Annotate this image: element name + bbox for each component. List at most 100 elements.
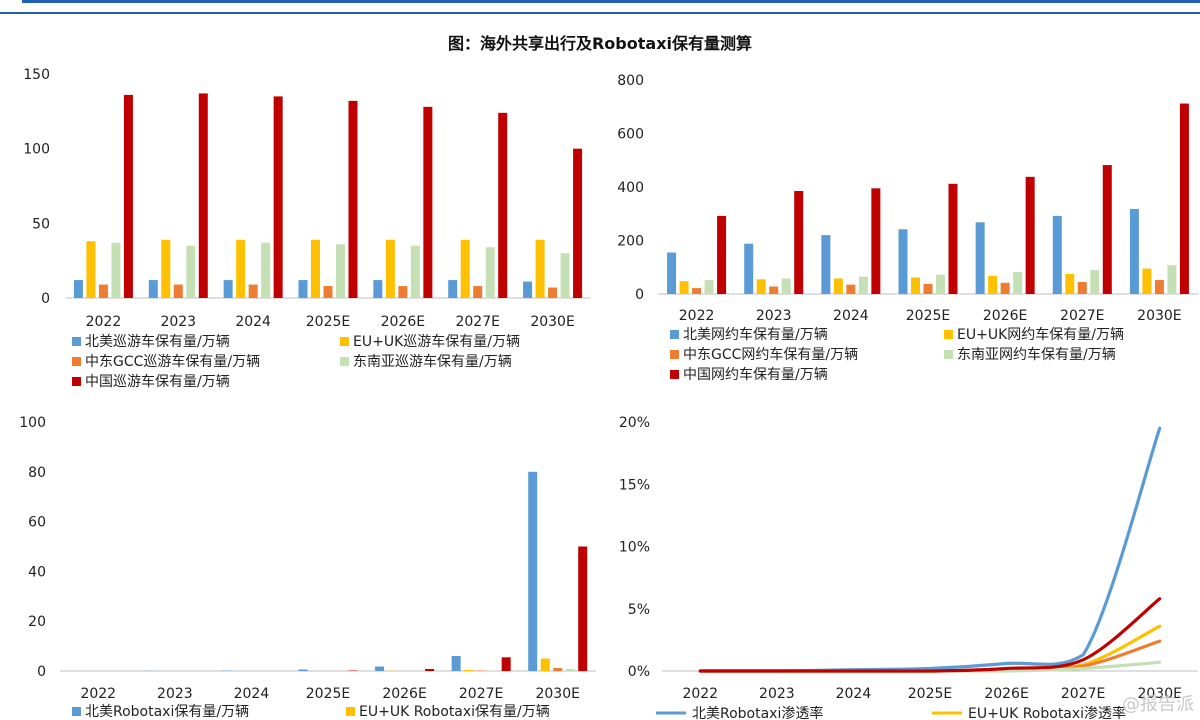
c0-legend-label-3: 东南亚巡游车保有量/万辆: [353, 353, 512, 370]
c2-bar-s4-4: [425, 669, 435, 671]
c1-bar-s4-3: [948, 183, 958, 294]
c1-bar-s4-1: [794, 191, 804, 294]
c1-bar-s2-0: [692, 288, 702, 294]
c2-bar-s4-6: [578, 546, 588, 671]
c1-x-tick-5: 2027E: [1060, 308, 1104, 324]
c1-legend-swatch-3: [944, 350, 953, 359]
c1-bar-s0-4: [975, 222, 985, 294]
c0-bar-s1-0: [86, 241, 96, 298]
c0-bar-s0-2: [223, 280, 233, 298]
c0-bar-s0-6: [523, 281, 533, 298]
c2-legend-label-1: EU+UK Robotaxi保有量/万辆: [359, 704, 550, 720]
c0-bar-s2-3: [323, 286, 333, 298]
c0-bar-s1-4: [385, 239, 395, 298]
c1-bar-s2-5: [1077, 281, 1087, 294]
c0-bar-s1-2: [236, 239, 246, 298]
c0-bar-s2-1: [173, 284, 183, 298]
c2-x-tick-1: 2023: [157, 686, 193, 702]
c0-bar-s1-5: [460, 239, 470, 298]
c1-legend-swatch-4: [670, 370, 679, 379]
c3-line-s4: [698, 597, 1162, 673]
c1-bar-s0-6: [1129, 208, 1139, 294]
c1-x-tick-4: 2026E: [983, 308, 1027, 324]
c1-x-tick-6: 2030E: [1137, 308, 1181, 324]
c0-bar-s4-1: [198, 93, 208, 298]
c3-x-tick-2: 2024: [836, 686, 872, 702]
c2-legend-swatch-1: [346, 707, 355, 716]
c0-legend-label-2: 中东GCC巡游车保有量/万辆: [85, 353, 260, 370]
c2-bar-s1-5: [464, 670, 474, 671]
c2-x-tick-0: 2022: [80, 686, 116, 702]
c0-bar-s4-5: [498, 112, 508, 299]
c1-bar-s2-4: [1000, 282, 1010, 294]
c0-bar-s1-1: [161, 239, 171, 298]
c1-bar-s4-2: [871, 188, 881, 294]
c3-y-tick-2: 10%: [619, 540, 650, 556]
c1-y-tick-1: 200: [617, 234, 644, 250]
chart-robotaxi-fleet: 0 20 40 60 80 100 2022 2023 2024 2025E 2026E 2027E 2…: [19, 415, 596, 720]
c0-bar-s4-4: [423, 106, 433, 298]
c0-bar-s2-6: [548, 287, 558, 298]
c2-bar-s1-6: [540, 658, 550, 671]
c1-bar-s0-0: [667, 252, 677, 294]
c2-legend-label-0: 北美Robotaxi保有量/万辆: [85, 704, 249, 720]
c0-bar-s2-4: [398, 286, 408, 298]
c1-bar-s0-2: [821, 235, 831, 294]
c1-legend-label-4: 中国网约车保有量/万辆: [683, 366, 828, 383]
c0-x-tick-4: 2026E: [381, 314, 425, 330]
top-rule-left: [22, 0, 930, 3]
c0-bar-s3-5: [485, 247, 495, 298]
c2-y-tick-5: 100: [19, 415, 46, 431]
c0-bar-s2-5: [473, 286, 483, 298]
c2-y-tick-2: 40: [28, 564, 46, 580]
c3-y-tick-0: 0%: [628, 664, 650, 680]
c1-y-tick-0: 0: [635, 287, 644, 303]
c1-bar-s2-2: [846, 284, 856, 294]
c2-x-tick-4: 2026E: [382, 686, 426, 702]
c3-x-tick-5: 2027E: [1061, 686, 1105, 702]
c1-bar-s0-5: [1052, 215, 1062, 294]
c0-x-tick-3: 2025E: [306, 314, 350, 330]
c0-y-tick-1: 50: [32, 216, 50, 232]
c1-bar-s1-0: [679, 281, 689, 294]
c1-bar-s3-3: [936, 274, 945, 294]
c1-legend-label-3: 东南亚网约车保有量/万辆: [957, 346, 1116, 363]
c0-bar-s1-3: [311, 239, 320, 298]
c0-legend-swatch-2: [72, 357, 81, 366]
c0-legend-swatch-3: [340, 357, 349, 366]
watermark: @报告派: [1122, 694, 1194, 715]
c0-bar-s3-0: [111, 242, 121, 298]
c2-y-tick-4: 80: [28, 465, 46, 481]
c2-legend-swatch-0: [72, 707, 81, 716]
c2-y-tick-1: 20: [28, 614, 46, 630]
c1-bar-s3-5: [1090, 269, 1100, 294]
c2-x-tick-6: 2030E: [535, 686, 579, 702]
c0-x-tick-2: 2024: [235, 314, 271, 330]
c0-x-tick-0: 2022: [86, 314, 122, 330]
c1-y-tick-4: 800: [617, 73, 644, 89]
chart-robotaxi-penetration: 0% 5% 10% 15% 20% 2022 2023 2024 2025E 2026E 2027E…: [619, 415, 1198, 720]
c1-y-tick-2: 400: [617, 180, 644, 196]
c3-y-tick-1: 5%: [628, 602, 650, 618]
c1-bar-s0-1: [744, 243, 754, 294]
c0-legend-swatch-0: [72, 337, 81, 346]
c3-line-s0: [698, 426, 1162, 673]
c1-bar-s4-6: [1179, 103, 1189, 294]
c1-bar-s4-4: [1025, 176, 1035, 294]
c2-bar-s0-4: [375, 666, 385, 671]
c0-bar-s4-0: [123, 94, 133, 298]
c1-bar-s2-6: [1154, 280, 1164, 294]
c0-bar-s2-0: [98, 284, 108, 298]
c2-bar-s4-5: [501, 657, 511, 671]
c3-x-tick-3: 2025E: [908, 686, 952, 702]
c0-bar-s0-1: [148, 280, 158, 298]
c1-bar-s1-2: [833, 278, 843, 294]
top-rule-right: [930, 0, 1200, 3]
c1-legend-swatch-0: [670, 330, 679, 339]
c1-bar-s1-1: [756, 279, 766, 294]
c0-bar-s3-4: [410, 245, 420, 298]
c0-bar-s3-6: [560, 253, 570, 298]
c0-bar-s0-5: [448, 280, 458, 298]
c1-x-tick-3: 2025E: [906, 308, 950, 324]
c1-x-tick-2: 2024: [833, 308, 869, 324]
